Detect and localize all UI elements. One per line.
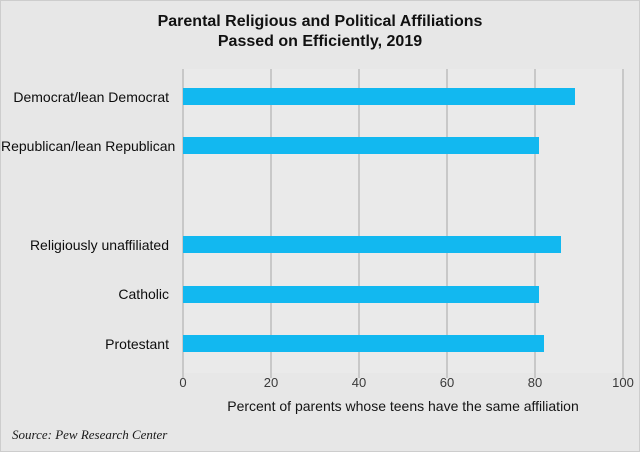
gridline <box>622 69 624 378</box>
x-tick-label: 0 <box>179 375 187 390</box>
chart-title-line1: Parental Religious and Political Affilia… <box>157 13 483 30</box>
bar <box>183 137 539 154</box>
chart-title-line2: Passed on Efficiently, 2019 <box>217 33 423 50</box>
x-axis-title: Percent of parents whose teens have the … <box>227 398 579 414</box>
category-label: Religiously unaffiliated <box>29 237 169 253</box>
gridline <box>534 69 536 378</box>
x-tick-label: 60 <box>439 375 455 390</box>
gridline <box>182 69 184 378</box>
category-label: Catholic <box>118 286 169 302</box>
x-tick-label: 100 <box>612 375 634 390</box>
chart-title: Parental Religious and Political Affilia… <box>1 12 639 52</box>
x-tick-label: 20 <box>263 375 279 390</box>
bar <box>183 88 575 105</box>
x-tick-label: 80 <box>527 375 543 390</box>
source-text: Source: Pew Research Center <box>12 427 168 442</box>
gridline <box>358 69 360 378</box>
plot-area <box>182 69 624 378</box>
bar <box>183 335 544 352</box>
category-label: Democrat/lean Democrat <box>13 89 169 105</box>
x-tick-label: 40 <box>351 375 367 390</box>
category-label: Protestant <box>105 336 169 352</box>
gridline <box>446 69 448 378</box>
category-label: Republican/lean Republican <box>1 138 176 154</box>
bar <box>183 236 561 253</box>
gridline <box>270 69 272 378</box>
bar <box>183 286 539 303</box>
